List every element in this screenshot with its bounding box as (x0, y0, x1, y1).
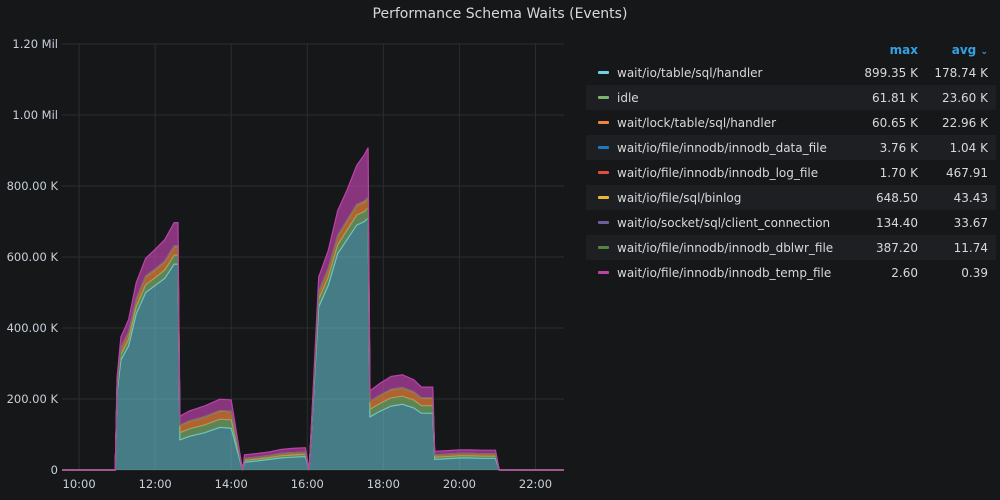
legend-item-avg: 33.67 (953, 215, 988, 230)
x-tick-label: 20:00 (443, 477, 476, 491)
x-tick-label: 10:00 (63, 477, 96, 491)
legend-item-avg: 467.91 (946, 165, 988, 180)
x-tick-label: 12:00 (139, 477, 172, 491)
legend-item-avg: 43.43 (953, 190, 988, 205)
legend-item[interactable]: wait/io/file/innodb/innodb_data_file 3.76… (586, 135, 996, 160)
series-color-swatch (598, 121, 609, 124)
chart-areas (62, 147, 564, 471)
legend-item-max: 134.40 (876, 215, 918, 230)
x-tick-label: 14:00 (215, 477, 248, 491)
legend-item-name: wait/io/socket/sql/client_connection (617, 215, 831, 230)
x-tick-label: 16:00 (291, 477, 324, 491)
legend-item[interactable]: wait/io/file/innodb/innodb_log_file 1.70 … (586, 160, 996, 185)
series-color-swatch (598, 71, 609, 74)
legend-item-avg: 0.39 (961, 265, 988, 280)
legend-item-max: 387.20 (876, 240, 918, 255)
series-color-swatch (598, 196, 609, 199)
series-color-swatch (598, 96, 609, 99)
series-color-swatch (598, 171, 609, 174)
series-color-swatch (598, 146, 609, 149)
legend-max-column-header[interactable]: max (889, 43, 918, 57)
legend-item-avg: 22.96 K (941, 115, 988, 130)
legend-item-max: 648.50 (876, 190, 918, 205)
y-tick-label: 200.00 K (7, 392, 59, 406)
legend-item-name: wait/io/file/sql/binlog (617, 190, 742, 205)
legend-item-max: 2.60 (891, 265, 918, 280)
legend-item[interactable]: wait/io/file/innodb/innodb_temp_file 2.60… (586, 260, 996, 285)
legend-item-name: wait/io/file/innodb/innodb_dblwr_file (617, 240, 834, 255)
y-tick-label: 800.00 K (7, 179, 59, 193)
legend-item[interactable]: wait/io/file/innodb/innodb_dblwr_file 387… (586, 235, 996, 260)
legend-item-avg: 11.74 (953, 240, 988, 255)
legend-item[interactable]: wait/io/table/sql/handler 899.35 K 178.74 … (586, 60, 996, 85)
legend-item-avg: 1.04 K (949, 140, 988, 155)
legend-item-name: wait/io/table/sql/handler (617, 65, 763, 80)
legend-item-max: 61.81 K (871, 90, 918, 105)
series-color-swatch (598, 246, 609, 249)
legend-avg-label: avg (951, 43, 977, 57)
legend-item-name: wait/io/file/innodb/innodb_data_file (617, 140, 827, 155)
series-area (62, 217, 564, 470)
x-axis: 10:00 12:00 14:00 16:00 18:00 20:00 22:00 (63, 477, 553, 491)
legend-item-max: 899.35 K (864, 65, 918, 80)
y-tick-label: 1.00 Mil (12, 108, 58, 122)
legend-item[interactable]: idle 61.81 K 23.60 K (586, 85, 996, 110)
legend-item[interactable]: wait/io/socket/sql/client_connection 134.… (586, 210, 996, 235)
legend-item-name: wait/lock/table/sql/handler (617, 115, 777, 130)
legend-avg-column-header[interactable]: avg ⌄ (918, 43, 996, 57)
legend-item-name: wait/io/file/innodb/innodb_log_file (617, 165, 819, 180)
legend-item[interactable]: wait/lock/table/sql/handler 60.65 K 22.96 … (586, 110, 996, 135)
legend-item-name: wait/io/file/innodb/innodb_temp_file (617, 265, 832, 280)
y-tick-label: 0 (51, 463, 58, 477)
legend-item-avg: 23.60 K (941, 90, 988, 105)
legend-item-max: 60.65 K (871, 115, 918, 130)
legend-item-max: 3.76 K (879, 140, 918, 155)
legend-item-max: 1.70 K (879, 165, 918, 180)
legend-item[interactable]: wait/io/file/sql/binlog 648.50 43.43 (586, 185, 996, 210)
legend-item-avg: 178.74 K (934, 65, 988, 80)
timeseries-chart[interactable]: 0 200.00 K 400.00 K 600.00 K 800.00 K 1.00 Mi… (0, 0, 580, 500)
series-color-swatch (598, 271, 609, 274)
panel-title[interactable]: Performance Schema Waits (Events) (372, 6, 628, 22)
x-tick-label: 22:00 (519, 477, 552, 491)
series-color-swatch (598, 221, 609, 224)
y-tick-label: 600.00 K (7, 250, 59, 264)
y-axis: 0 200.00 K 400.00 K 600.00 K 800.00 K 1.00 Mi… (7, 37, 59, 477)
y-tick-label: 400.00 K (7, 321, 59, 335)
series-line (62, 147, 564, 471)
y-tick-label: 1.20 Mil (12, 37, 58, 51)
legend-item-name: idle (617, 90, 639, 105)
chevron-down-icon: ⌄ (980, 47, 988, 57)
x-tick-label: 18:00 (367, 477, 400, 491)
legend: max avg ⌄ wait/io/table/sql/handler 899.3… (586, 40, 996, 285)
legend-header: max avg ⌄ (586, 40, 996, 60)
